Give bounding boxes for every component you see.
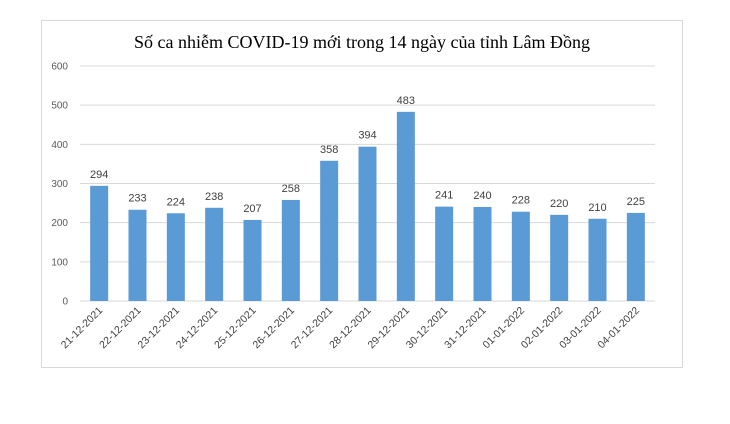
bar	[281, 199, 300, 301]
bar	[588, 218, 607, 301]
bar	[320, 160, 339, 301]
data-label: 224	[167, 196, 185, 208]
bar	[511, 211, 530, 301]
data-label: 228	[512, 195, 530, 207]
y-tick-label: 300	[51, 179, 68, 190]
data-label: 207	[243, 203, 261, 215]
data-label: 225	[627, 196, 645, 208]
bar	[396, 111, 415, 301]
bar	[90, 185, 109, 301]
data-label: 233	[128, 193, 146, 205]
x-tick-label: 04-01-2022	[595, 305, 642, 352]
bar	[243, 219, 262, 301]
bar	[473, 207, 492, 301]
data-label: 238	[205, 191, 223, 203]
data-labels: 294 233 224 238 207 258 358 394 483 241 240 228 220 2…	[90, 95, 645, 215]
y-tick-label: 100	[51, 257, 68, 268]
data-label: 210	[588, 202, 606, 214]
data-label: 220	[550, 198, 568, 210]
bar	[166, 213, 185, 301]
data-label: 483	[397, 95, 415, 107]
y-axis-ticks: 0 100 200 300 400 500 600	[51, 62, 68, 308]
y-tick-label: 400	[51, 140, 68, 151]
bar	[626, 212, 645, 301]
y-tick-label: 200	[51, 218, 68, 229]
data-label: 394	[358, 130, 376, 142]
y-tick-label: 500	[51, 101, 68, 112]
bars	[90, 111, 645, 301]
bar	[435, 206, 454, 301]
bar	[128, 209, 147, 301]
bar	[550, 214, 569, 301]
bar	[205, 207, 224, 301]
data-label: 294	[90, 169, 108, 181]
y-tick-label: 600	[51, 62, 68, 73]
x-axis-labels: 21-12-202122-12-202123-12-202124-12-2021…	[59, 305, 642, 352]
data-label: 240	[473, 190, 491, 202]
y-tick-label: 0	[62, 297, 68, 308]
data-label: 358	[320, 144, 338, 156]
data-label: 241	[435, 190, 453, 202]
bar	[358, 146, 377, 301]
data-label: 258	[282, 183, 300, 195]
chart-title: Số ca nhiễm COVID-19 mới trong 14 ngày c…	[134, 32, 590, 52]
